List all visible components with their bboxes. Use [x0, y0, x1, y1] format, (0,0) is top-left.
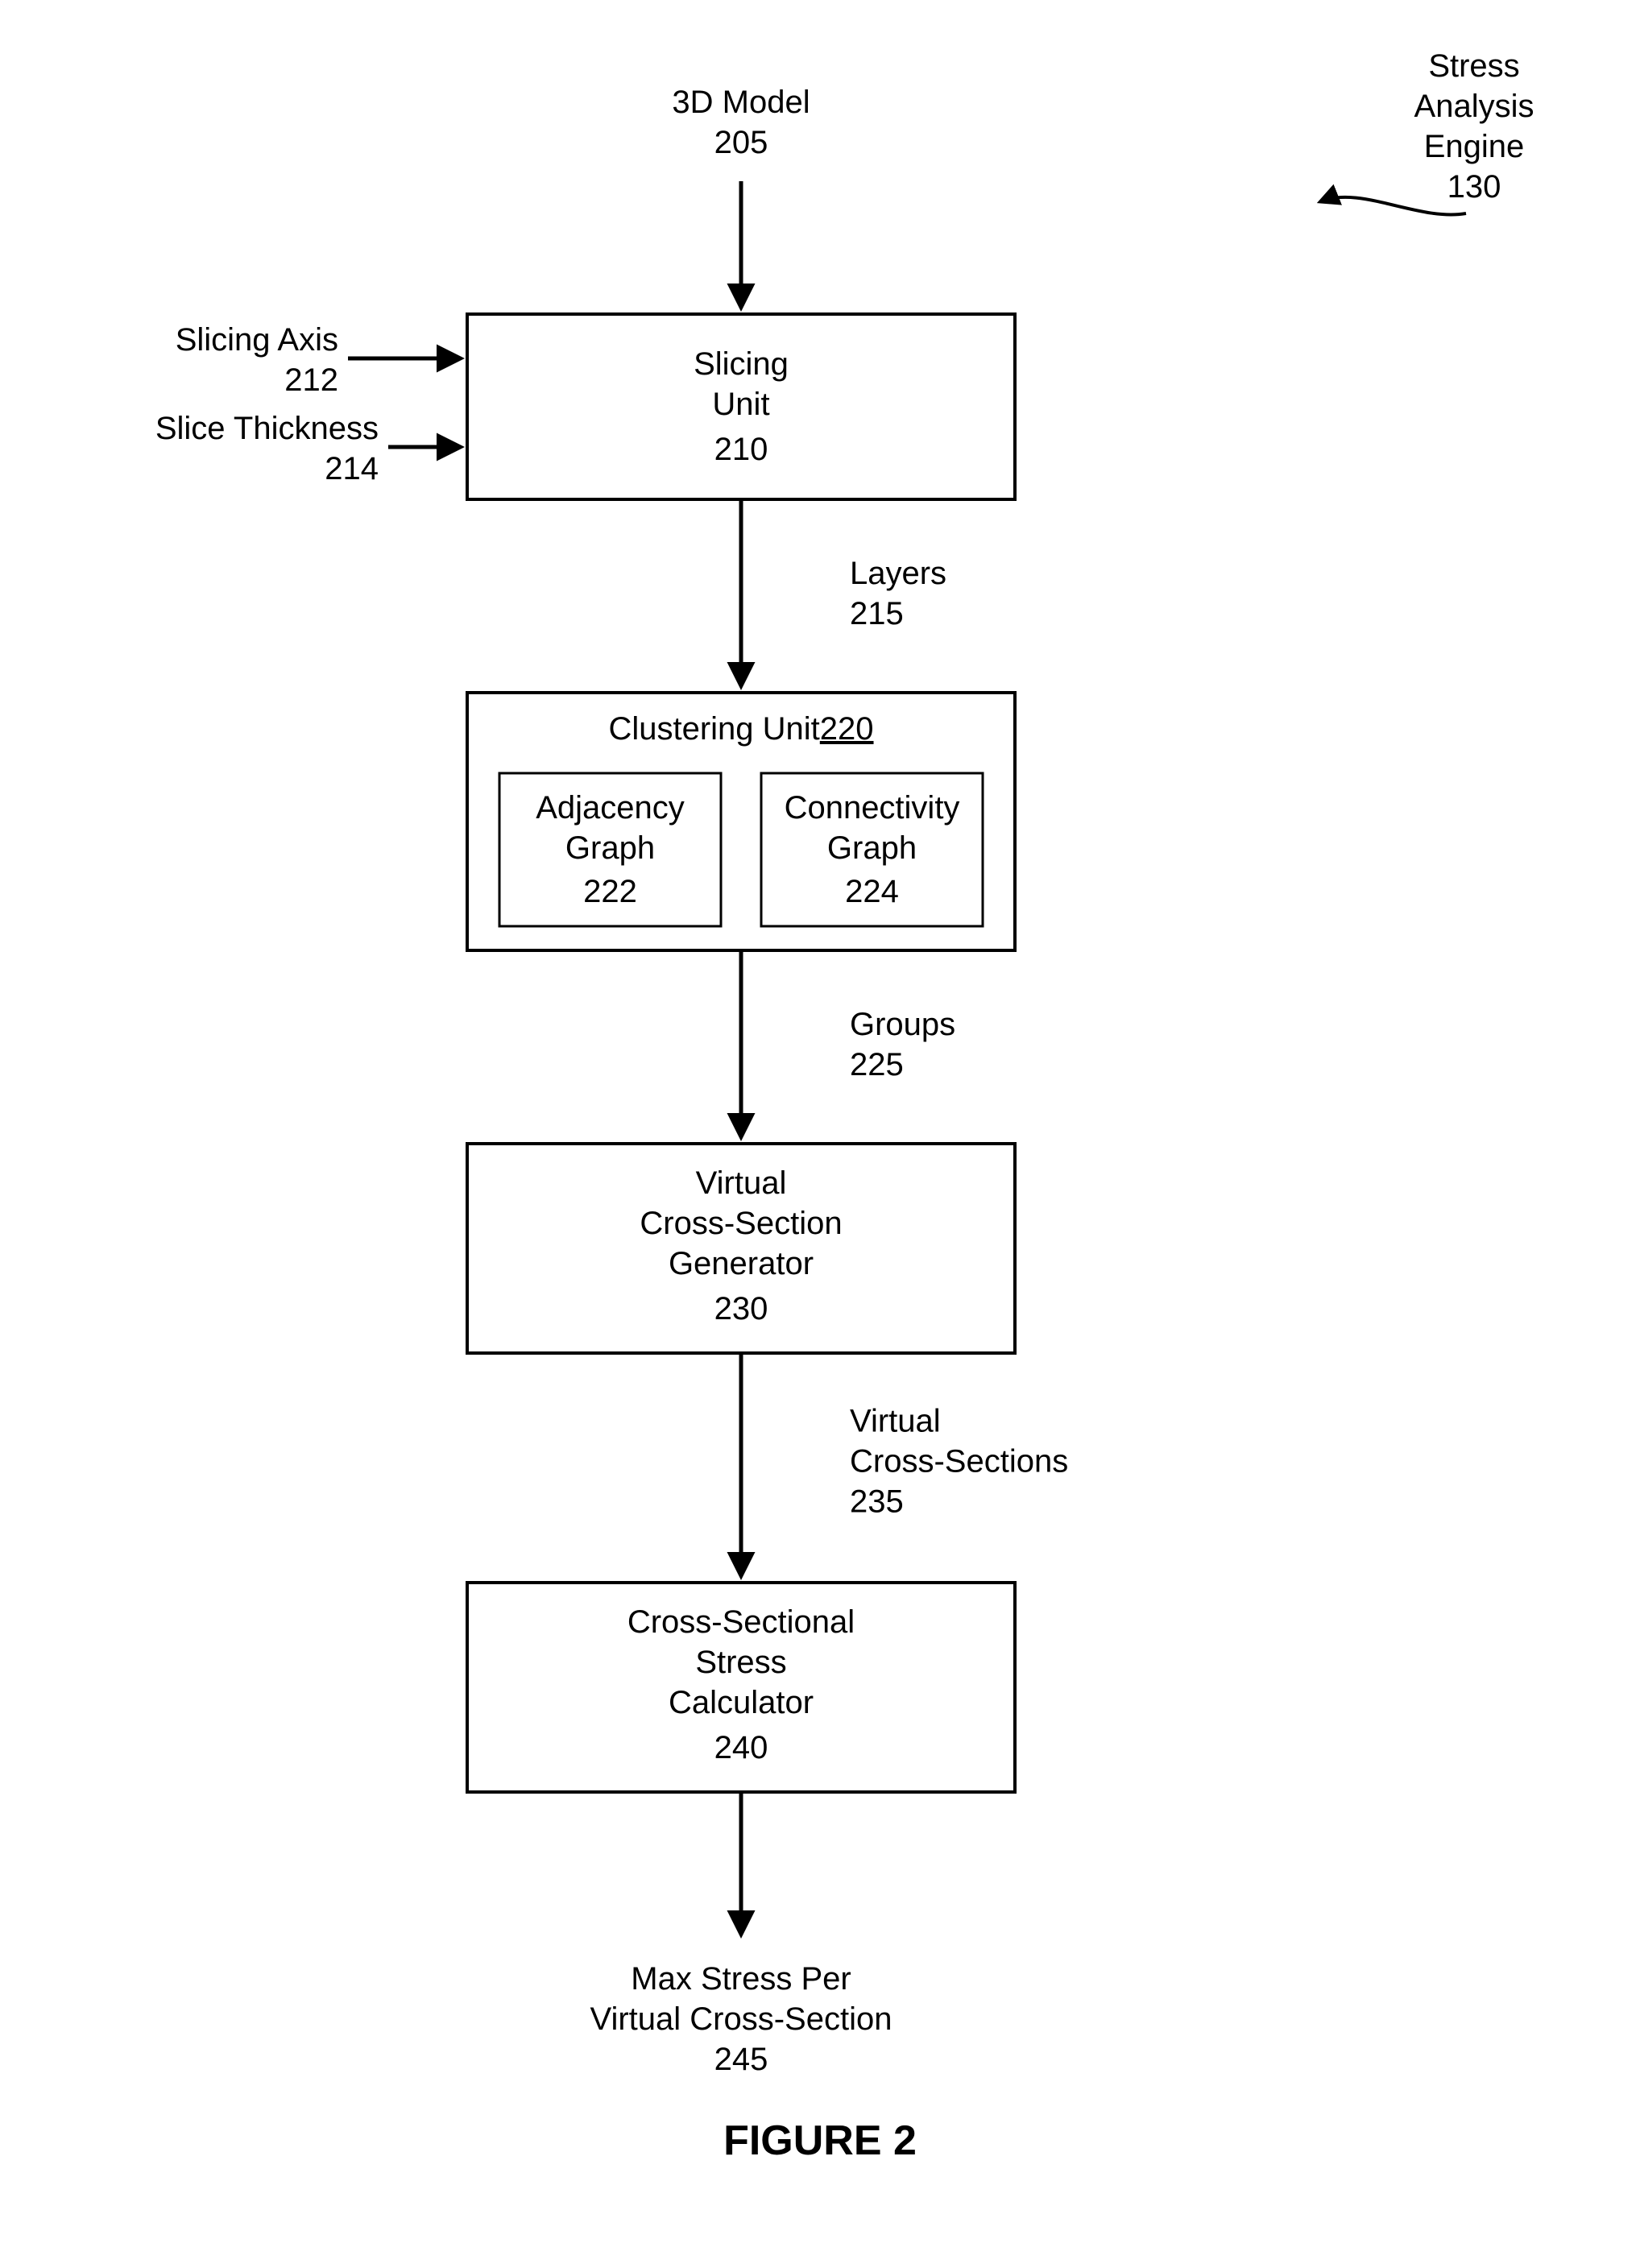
clustering-unit-title: Clustering Unit220	[608, 711, 873, 747]
edge-groups-label: Groups	[850, 1007, 955, 1042]
annotation-line1: Stress	[1428, 48, 1519, 84]
output-line2: Virtual Cross-Section	[590, 2001, 892, 2037]
figure-caption: FIGURE 2	[723, 2117, 917, 2164]
stress-calc-line2: Stress	[695, 1645, 786, 1680]
slice-thickness-ref: 214	[325, 451, 379, 486]
vcs-gen-ref: 230	[714, 1291, 768, 1326]
connectivity-ref: 224	[845, 874, 899, 909]
edge-vcs-line3: 235	[850, 1484, 904, 1520]
input-3d-model-label: 3D Model	[672, 85, 810, 120]
annotation-line4: 130	[1447, 169, 1501, 205]
slicing-unit-line2: Unit	[712, 387, 769, 422]
annotation-line3: Engine	[1424, 129, 1525, 164]
slicing-axis-ref: 212	[284, 362, 338, 398]
slice-thickness-label: Slice Thickness	[155, 411, 379, 446]
edge-vcs-line1: Virtual	[850, 1404, 941, 1439]
adjacency-line2: Graph	[565, 830, 655, 866]
stress-calc-line1: Cross-Sectional	[627, 1604, 855, 1640]
edge-layers-ref: 215	[850, 596, 904, 631]
output-line1: Max Stress Per	[631, 1961, 851, 1997]
vcs-gen-line2: Cross-Section	[640, 1206, 842, 1241]
edge-vcs-line2: Cross-Sections	[850, 1444, 1068, 1480]
stress-calc-line3: Calculator	[669, 1685, 814, 1720]
connectivity-line2: Graph	[827, 830, 917, 866]
vcs-gen-line3: Generator	[669, 1246, 814, 1281]
input-3d-model-ref: 205	[714, 125, 768, 160]
adjacency-ref: 222	[583, 874, 637, 909]
output-line3: 245	[714, 2042, 768, 2077]
adjacency-line1: Adjacency	[536, 790, 685, 826]
slicing-axis-label: Slicing Axis	[176, 322, 338, 358]
vcs-gen-line1: Virtual	[696, 1165, 787, 1201]
slicing-unit-ref: 210	[714, 432, 768, 467]
connectivity-line1: Connectivity	[785, 790, 960, 826]
edge-groups-ref: 225	[850, 1047, 904, 1082]
annotation-line2: Analysis	[1414, 89, 1534, 124]
stress-calc-ref: 240	[714, 1730, 768, 1765]
annotation-pointer-curve	[1321, 197, 1466, 215]
edge-layers-label: Layers	[850, 556, 946, 591]
slicing-unit-line1: Slicing	[694, 346, 789, 382]
